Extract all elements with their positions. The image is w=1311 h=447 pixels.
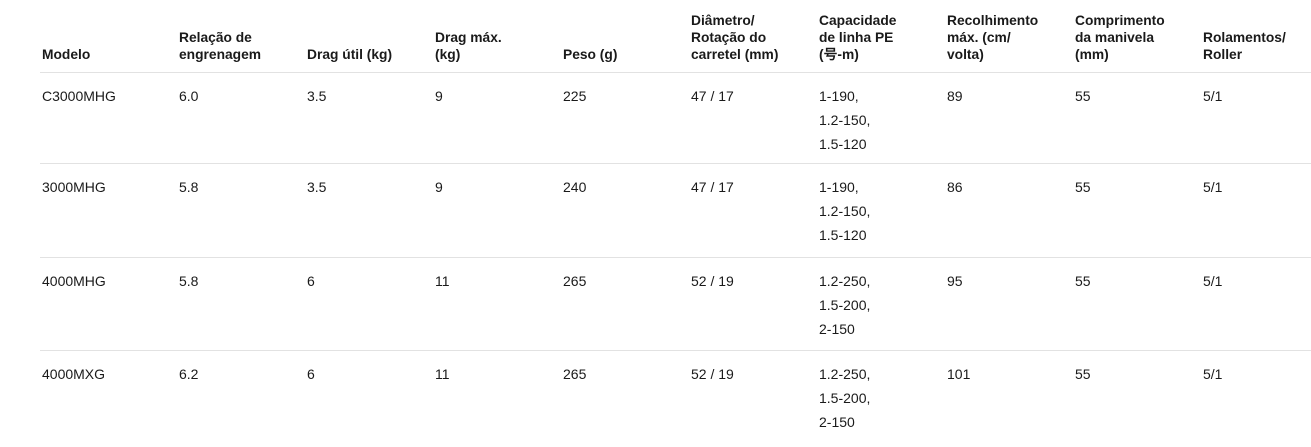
cell-drag-util: 3.5: [305, 72, 433, 164]
table-row-4000mxg: 4000MXG 6.2 6 11 265 52 / 19 1.2-250, 1.…: [40, 350, 1311, 447]
reel-spec-table: Modelo Relação de engrenagem Drag útil (…: [40, 0, 1311, 447]
cell-peso: 265: [563, 365, 587, 382]
cell-manivela: 55: [1073, 257, 1201, 351]
cell-manivela: 55: [1073, 163, 1201, 258]
column-header-recolhimento: Recolhimento máx. (cm/ volta): [945, 0, 1073, 73]
cell-recolhimento: 86: [945, 163, 1073, 258]
table-body: C3000MHG 6.0 3.5 9 225 47 / 17 1-190, 1.…: [40, 72, 1311, 447]
cell-drag-util: 6: [305, 257, 433, 351]
cell-recolhimento: 89: [945, 72, 1073, 164]
column-header-peso: Peso (g): [561, 0, 689, 73]
cell-diametro: 52 / 19: [691, 365, 734, 382]
table-row-c3000mhg: C3000MHG 6.0 3.5 9 225 47 / 17 1-190, 1.…: [40, 72, 1311, 164]
cell-modelo: C3000MHG: [40, 72, 177, 164]
cell-rolamentos: 5/1: [1201, 257, 1311, 351]
table-header: Modelo Relação de engrenagem Drag útil (…: [40, 0, 1311, 73]
cell-peso: 265: [561, 257, 689, 351]
header-row: Modelo Relação de engrenagem Drag útil (…: [40, 0, 1311, 73]
cell-diametro: 47 / 17: [689, 72, 817, 164]
cell-peso: 225: [561, 72, 689, 164]
cell-rolamentos: 5/1: [1203, 365, 1223, 382]
column-header-gear-ratio: Relação de engrenagem: [177, 0, 305, 73]
column-header-manivela: Comprimento da manivela (mm): [1073, 0, 1201, 73]
column-header-capacidade-pe: Capacidade de linha PE (号-m): [817, 0, 945, 73]
table-row-4000mhg: 4000MHG 5.8 6 11 265 52 / 19 1.2-250, 1.…: [40, 257, 1311, 351]
cell-manivela: 55: [1073, 72, 1201, 164]
cell-manivela: 55: [1075, 365, 1091, 382]
cell-capacidade-pe: 1-190, 1.2-150, 1.5-120: [817, 163, 945, 258]
cell-gear-ratio: 5.8: [177, 257, 305, 351]
cell-drag-util: 3.5: [305, 163, 433, 258]
cell-modelo: 3000MHG: [40, 163, 177, 258]
cell-drag-max: 9: [433, 72, 561, 164]
cell-capacidade-pe: 1-190, 1.2-150, 1.5-120: [817, 72, 945, 164]
cell-recolhimento: 101: [947, 365, 971, 382]
column-header-rolamentos: Rolamentos/ Roller: [1201, 0, 1311, 73]
column-header-drag-util: Drag útil (kg): [305, 0, 433, 73]
table-row-3000mhg: 3000MHG 5.8 3.5 9 240 47 / 17 1-190, 1.2…: [40, 163, 1311, 258]
cell-diametro: 52 / 19: [689, 257, 817, 351]
cell-drag-util: 6: [307, 365, 315, 382]
cell-rolamentos: 5/1: [1201, 72, 1311, 164]
cell-capacidade-pe: 1.2-250, 1.5-200, 2-150: [819, 365, 871, 430]
column-header-drag-max: Drag máx. (kg): [433, 0, 561, 73]
cell-gear-ratio: 6.0: [177, 72, 305, 164]
cell-gear-ratio: 6.2: [179, 365, 199, 382]
cell-recolhimento: 95: [945, 257, 1073, 351]
cell-gear-ratio: 5.8: [177, 163, 305, 258]
column-header-diametro: Diâmetro/ Rotação do carretel (mm): [689, 0, 817, 73]
column-header-modelo: Modelo: [40, 0, 177, 73]
cell-modelo: 4000MHG: [40, 257, 177, 351]
cell-rolamentos: 5/1: [1201, 163, 1311, 258]
cell-peso: 240: [561, 163, 689, 258]
cell-modelo: 4000MXG: [42, 365, 106, 382]
cell-capacidade-pe: 1.2-250, 1.5-200, 2-150: [817, 257, 945, 351]
cell-drag-max: 9: [433, 163, 561, 258]
cell-diametro: 47 / 17: [689, 163, 817, 258]
cell-drag-max: 11: [435, 365, 450, 382]
cell-drag-max: 11: [433, 257, 561, 351]
